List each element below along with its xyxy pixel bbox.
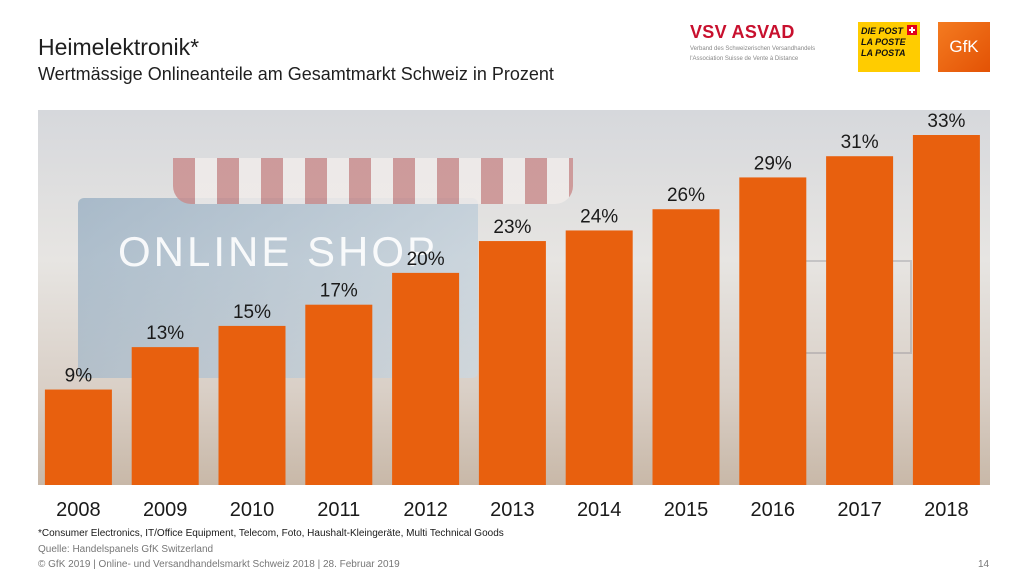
bar-2012 (392, 272, 460, 485)
swiss-cross-icon (907, 25, 917, 35)
x-tick-label-2017: 2017 (837, 499, 882, 521)
bar-2013 (478, 241, 546, 485)
value-label-2009: 13% (146, 323, 184, 344)
x-tick-label-2013: 2013 (490, 499, 535, 521)
bar-2018 (912, 135, 980, 485)
bar-2016 (739, 177, 807, 485)
bar-2015 (652, 209, 720, 485)
x-tick-label-2016: 2016 (751, 499, 796, 521)
shop-awning-graphic (173, 158, 573, 204)
x-tick-label-2014: 2014 (577, 499, 622, 521)
value-label-2017: 31% (841, 132, 879, 153)
post-logo-line-1: DIE POST (861, 26, 904, 36)
x-tick-label-2015: 2015 (664, 499, 709, 521)
vsv-asvad-logo: VSV ASVAD Verband des Schweizerischen Ve… (690, 22, 840, 63)
value-label-2008: 9% (65, 366, 93, 387)
bar-2009 (131, 347, 199, 485)
bar-group (44, 135, 980, 485)
post-logo-line-3: LA POSTA (861, 48, 906, 58)
bar-2010 (218, 325, 286, 485)
vsv-logo-tagline-fr: l'Association Suisse de Vente à Distance (690, 56, 799, 62)
gfk-logo: GfK (938, 22, 990, 72)
bar-2017 (826, 156, 894, 485)
value-label-2012: 20% (407, 249, 445, 270)
post-logo-line-2: LA POSTE (861, 37, 906, 47)
value-label-group: 9% 13% 15% 17% 20% 23% 24% 26% 29% 31% 33% (65, 111, 966, 387)
x-tick-label-group: 2008 2009 2010 2011 2012 2013 2014 2015 2016 2017… (56, 499, 969, 521)
source-text: Quelle: Handelspanels GfK Switzerland (38, 544, 214, 555)
page-number: 14 (978, 559, 990, 570)
x-tick-label-2018: 2018 (924, 499, 969, 521)
value-label-2014: 24% (580, 206, 618, 227)
footnote: *Consumer Electronics, IT/Office Equipme… (38, 528, 504, 539)
value-label-2013: 23% (493, 217, 531, 238)
x-tick-label-2011: 2011 (317, 499, 360, 521)
value-label-2010: 15% (233, 302, 271, 323)
bar-2011 (305, 304, 373, 485)
vsv-logo-tagline-de: Verband des Schweizerischen Versandhande… (690, 46, 816, 52)
vsv-logo-name: VSV ASVAD (690, 22, 795, 42)
footer-text: © GfK 2019 | Online- und Versandhandelsm… (38, 559, 400, 570)
online-shop-text: ONLINE SHOP (118, 228, 439, 275)
chart-title: Heimelektronik* (38, 34, 200, 60)
bar-2014 (565, 230, 633, 485)
value-label-2018: 33% (927, 111, 965, 132)
value-label-2016: 29% (754, 153, 792, 174)
value-label-2015: 26% (667, 185, 705, 206)
x-tick-label-2010: 2010 (230, 499, 275, 521)
chart-subtitle: Wertmässige Onlineanteile am Gesamtmarkt… (38, 64, 554, 84)
die-post-logo: DIE POST LA POSTE LA POSTA (858, 22, 920, 72)
value-label-2011: 17% (320, 281, 358, 302)
bar-2008 (44, 389, 112, 485)
gfk-logo-text: GfK (949, 37, 979, 56)
x-tick-label-2008: 2008 (56, 499, 101, 521)
x-tick-label-2009: 2009 (143, 499, 188, 521)
x-tick-label-2012: 2012 (403, 499, 448, 521)
